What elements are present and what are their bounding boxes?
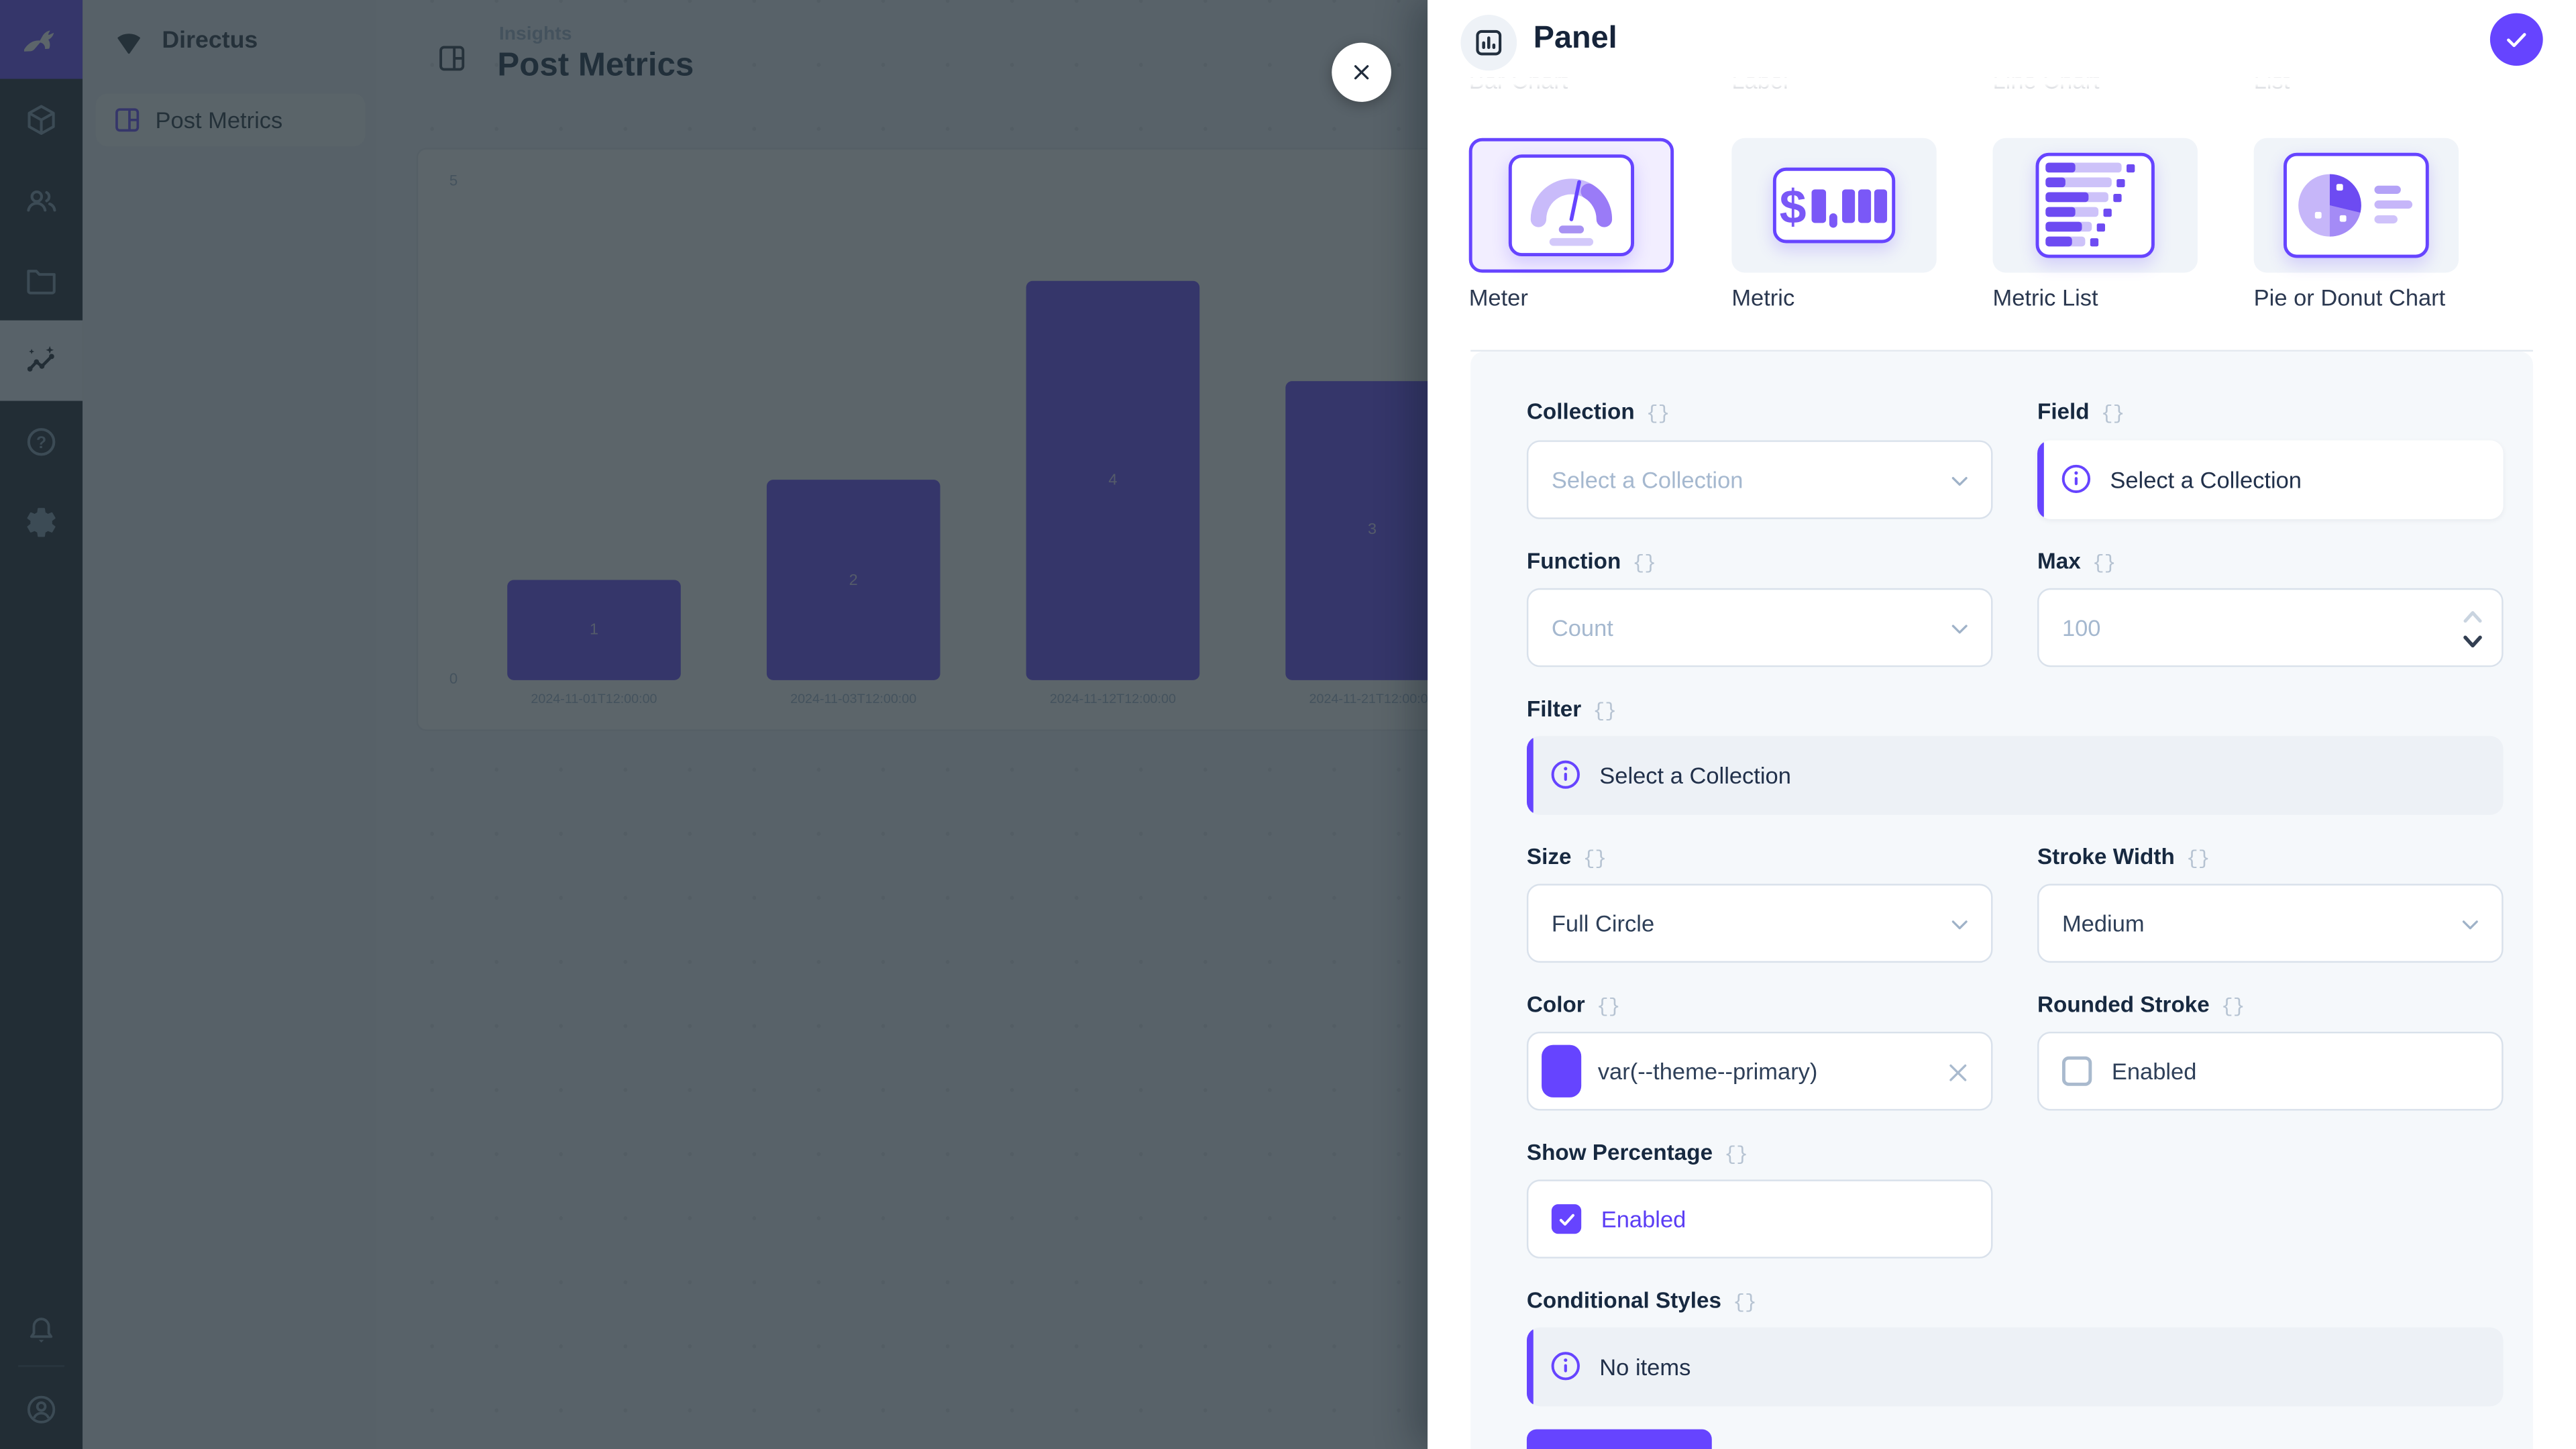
raw-value-icon[interactable]: {}: [2092, 551, 2116, 576]
max-placeholder: 100: [2061, 614, 2101, 641]
stroke-width-value: Medium: [2061, 910, 2145, 936]
filter-notice-text: Select a Collection: [1599, 762, 1791, 789]
panel-type-metric[interactable]: $: [1731, 138, 1937, 273]
notice-accent-bar: [1526, 1327, 1534, 1407]
insert-chart-icon: [1472, 26, 1505, 59]
check-icon: [2502, 25, 2531, 54]
color-input[interactable]: var(--theme--primary): [1526, 1031, 1993, 1111]
show-percentage-field-label: Show Percentage{}: [1526, 1140, 1748, 1167]
close-icon: [1348, 59, 1375, 85]
rounded-stroke-toggle[interactable]: Enabled: [2037, 1031, 2504, 1111]
raw-value-icon[interactable]: {}: [1646, 402, 1670, 426]
chevron-down-icon: [2457, 912, 2483, 943]
conditional-styles-notice: No items: [1526, 1327, 2504, 1407]
field-field-label: Field{}: [2037, 399, 2125, 426]
filter-field-label: Filter{}: [1526, 696, 1617, 723]
size-field-label: Size{}: [1526, 844, 1607, 871]
raw-value-icon[interactable]: {}: [1582, 847, 1607, 871]
pie-donut-panel-icon: [2284, 152, 2429, 258]
chevron-down-icon: [1947, 912, 1973, 943]
field-notice: Select a Collection: [2037, 440, 2504, 519]
show-percentage-toggle[interactable]: Enabled: [1526, 1179, 1993, 1258]
panel-type-meter[interactable]: [1468, 138, 1674, 273]
color-value: var(--theme--primary): [1597, 1058, 1818, 1085]
metric-list-panel-icon: [2035, 152, 2155, 258]
rounded-stroke-checkbox[interactable]: [2061, 1056, 2092, 1086]
rounded-stroke-checkbox-label: Enabled: [2111, 1058, 2197, 1085]
drawer-title: Panel: [1533, 21, 1617, 56]
save-button[interactable]: [2489, 13, 2543, 66]
collection-placeholder: Select a Collection: [1551, 466, 1743, 493]
rounded-stroke-field-label: Rounded Stroke{}: [2037, 992, 2245, 1019]
drawer-header-icon-circle: [1460, 15, 1517, 71]
raw-value-icon[interactable]: {}: [2186, 847, 2210, 871]
raw-value-icon[interactable]: {}: [2221, 996, 2245, 1019]
panel-type-pie-donut[interactable]: [2253, 138, 2459, 273]
panel-type-label-metric: Metric: [1731, 284, 1795, 311]
header-fade: [1428, 77, 2576, 111]
size-value: Full Circle: [1551, 910, 1655, 936]
info-icon: [1550, 1350, 1581, 1382]
function-select[interactable]: Count: [1526, 588, 1993, 667]
panel-type-label-pie-donut: Pie or Donut Chart: [2253, 284, 2446, 311]
raw-value-icon[interactable]: {}: [2100, 402, 2125, 426]
metric-panel-icon: $: [1772, 167, 1896, 244]
drawer-overlay[interactable]: [0, 0, 1428, 1449]
info-icon: [1550, 759, 1581, 790]
collection-field-label: Collection{}: [1526, 399, 1670, 426]
field-notice-text: Select a Collection: [2110, 466, 2302, 493]
drawer-close-button[interactable]: [1332, 42, 1391, 102]
chevron-down-icon: [1947, 468, 1973, 500]
notice-accent-bar: [2037, 440, 2044, 519]
chevron-down-icon: [1947, 616, 1973, 647]
stroke-width-select[interactable]: Medium: [2037, 883, 2504, 963]
raw-value-icon[interactable]: {}: [1724, 1143, 1748, 1167]
raw-value-icon[interactable]: {}: [1632, 551, 1657, 576]
max-field-label: Max{}: [2037, 548, 2116, 576]
panel-type-label-meter: Meter: [1468, 284, 1528, 311]
max-input[interactable]: 100: [2037, 588, 2504, 667]
conditional-styles-field-label: Conditional Styles{}: [1526, 1288, 1757, 1315]
panel-drawer: Panel Bar Chart Label Line Chart List $: [1428, 0, 2576, 1449]
panel-type-label-metric-list: Metric List: [1992, 284, 2098, 311]
color-field-label: Color{}: [1526, 992, 1621, 1019]
meter-panel-icon: [1508, 154, 1635, 257]
collection-select[interactable]: Select a Collection: [1526, 440, 1993, 519]
create-new-button[interactable]: Create New: [1526, 1429, 1712, 1449]
raw-value-icon[interactable]: {}: [1593, 700, 1617, 723]
drawer-header: Panel: [1428, 0, 2576, 78]
notice-accent-bar: [1526, 736, 1534, 815]
function-field-label: Function{}: [1526, 548, 1657, 576]
section-divider: [1470, 350, 2533, 352]
svg-text:$: $: [1780, 180, 1807, 233]
filter-notice: Select a Collection: [1526, 736, 2504, 815]
panel-options-form: Collection{} Field{} Select a Collection…: [1470, 352, 2533, 1449]
conditional-styles-notice-text: No items: [1599, 1353, 1691, 1381]
raw-value-icon[interactable]: {}: [1733, 1291, 1757, 1315]
stroke-width-field-label: Stroke Width{}: [2037, 844, 2210, 871]
info-icon: [2060, 464, 2092, 495]
function-placeholder: Count: [1551, 614, 1613, 641]
panel-type-metric-list[interactable]: [1992, 138, 2198, 273]
show-percentage-checkbox[interactable]: [1551, 1204, 1582, 1234]
show-percentage-checkbox-label: Enabled: [1601, 1205, 1686, 1232]
size-select[interactable]: Full Circle: [1526, 883, 1993, 963]
color-swatch[interactable]: [1542, 1044, 1582, 1097]
raw-value-icon[interactable]: {}: [1596, 996, 1621, 1019]
number-stepper[interactable]: [2461, 601, 2485, 662]
clear-icon[interactable]: [1945, 1060, 1971, 1091]
